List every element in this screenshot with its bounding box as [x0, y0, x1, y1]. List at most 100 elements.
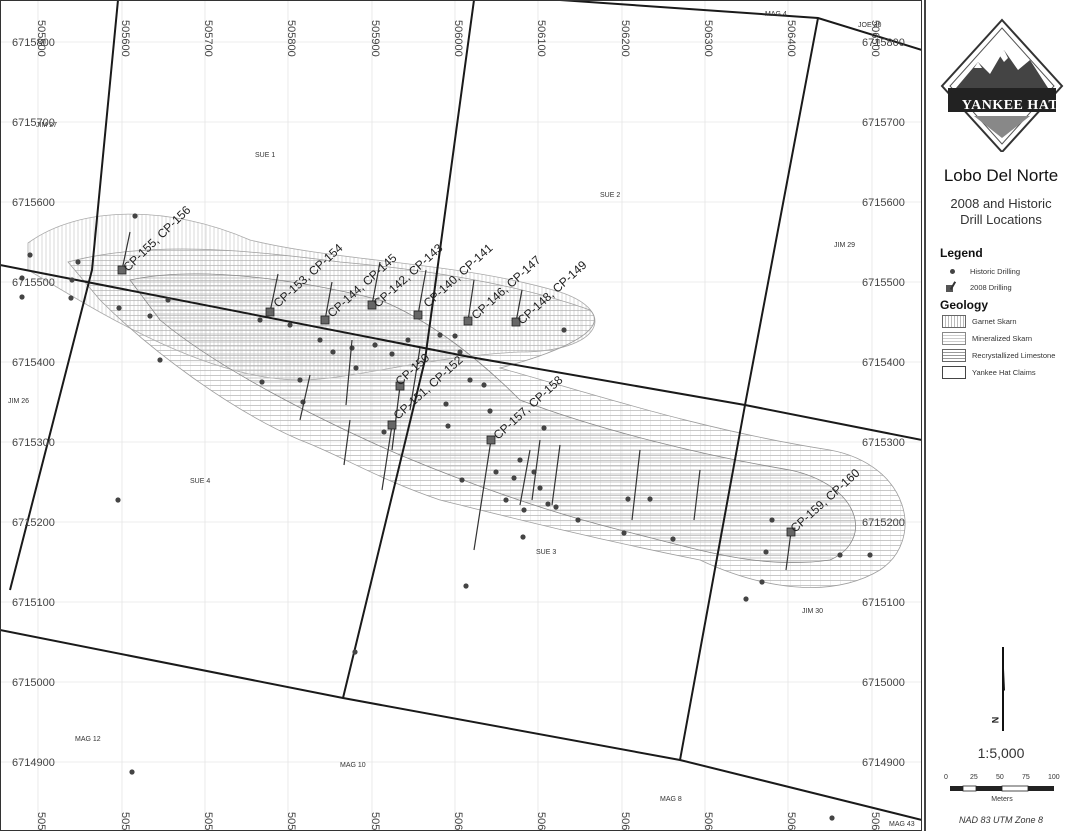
historic-drill-hole	[743, 596, 749, 602]
drill-trace	[299, 374, 311, 421]
historic-drill-hole	[867, 552, 873, 558]
claim-label-6: JIM 29	[834, 242, 855, 249]
claims-swatch-icon	[942, 365, 966, 379]
scale-ratio: 1:5,000	[977, 745, 1025, 761]
legend-claims-label: Yankee Hat Claims	[972, 367, 1036, 377]
historic-drill-hole	[621, 530, 627, 536]
legend-historic-drilling: Historic Drilling	[942, 264, 1020, 278]
claim-labels: SUE 1 SUE 2 SUE 3 SUE 4 JIM 26 JIM 27 JIM 29 JI…	[8, 11, 915, 828]
northing-label-left-1: 6715700	[12, 117, 55, 129]
northing-label-left-9: 6714900	[12, 757, 55, 769]
historic-drill-hole	[625, 496, 631, 502]
map-canvas: 505500 505500 505600 505600 505700 505700 5058…	[0, 0, 922, 831]
historic-drill-hole	[437, 332, 443, 338]
drill-trace	[343, 419, 351, 466]
historic-drill-hole	[19, 275, 25, 281]
claim-label-1: SUE 2	[600, 192, 620, 199]
historic-drill-hole	[381, 429, 387, 435]
historic-drill-hole	[445, 423, 451, 429]
claim-boundaries	[0, 0, 922, 821]
historic-drill-hole	[257, 317, 263, 323]
historic-drill-hole	[116, 305, 122, 311]
easting-label-bottom-4: 505900	[369, 812, 381, 831]
easting-label-top-3: 505800	[285, 20, 297, 57]
scale-tick-label-1: 25	[970, 774, 978, 781]
historic-drill-hole	[493, 469, 499, 475]
northing-label-right-7: 6715100	[862, 597, 905, 609]
scale-tick-labels: 0 25 50 75 100	[944, 774, 1060, 784]
historic-drill-hole	[487, 408, 493, 414]
drill-2008-collar	[413, 310, 423, 320]
easting-label-top-1: 505600	[119, 20, 131, 57]
historic-drill-hole	[553, 504, 559, 510]
drill-2008-collar	[395, 381, 405, 391]
claim-label-0: SUE 1	[255, 152, 275, 159]
legend-recrystallized-limestone: Recrystallized Limestone	[942, 348, 1055, 362]
garnet-skarn-swatch-icon	[942, 314, 966, 328]
easting-label-top-5: 506000	[452, 20, 464, 57]
drill-trace	[693, 469, 701, 521]
claim-line-north	[0, 264, 746, 406]
historic-drill-hole	[147, 313, 153, 319]
legend-mineralized-skarn: Mineralized Skarn	[942, 331, 1032, 345]
claim-label-3: SUE 4	[190, 478, 210, 485]
drill-trace	[467, 279, 475, 322]
legend-yankee-hat-claims: Yankee Hat Claims	[942, 365, 1036, 379]
historic-drill-hole	[443, 401, 449, 407]
drill-trace	[409, 347, 421, 411]
northing-label-left-3: 6715500	[12, 277, 55, 289]
drill-2008-collar	[486, 435, 496, 445]
claim-label-12: MAG 43	[889, 821, 915, 828]
historic-drill-hole	[297, 377, 303, 383]
drill-2008-collar	[117, 265, 127, 275]
historic-drill-hole	[759, 579, 765, 585]
drill-2008-collar	[265, 307, 275, 317]
easting-label-top-2: 505700	[202, 20, 214, 57]
historic-drill-hole	[132, 213, 138, 219]
map-frame: 505500 505500 505600 505600 505700 505700 5058…	[0, 0, 922, 831]
historic-drill-hole	[317, 337, 323, 343]
historic-drill-hole	[467, 377, 473, 383]
legend-recrystallized-label: Recrystallized Limestone	[972, 350, 1056, 360]
drill-trace	[417, 269, 427, 316]
easting-label-top-6: 506100	[535, 20, 547, 57]
historic-drill-hole	[511, 475, 517, 481]
claim-label-5: JIM 27	[36, 122, 57, 129]
legend-garnet-label: Garnet Skarn	[972, 316, 1017, 326]
drill-trace	[345, 339, 353, 406]
historic-drill-hole	[19, 294, 25, 300]
historic-drill-hole	[157, 357, 163, 363]
historic-drill-hole	[165, 297, 171, 303]
scale-bar-graphic	[950, 785, 1054, 792]
historic-drill-hole	[647, 496, 653, 502]
historic-drill-hole	[259, 379, 265, 385]
historic-drill-hole	[521, 507, 527, 513]
claim-label-8: MAG 4	[765, 11, 787, 18]
drill-trace	[785, 531, 792, 571]
northing-label-left-0: 6715800	[12, 37, 55, 49]
historic-drill-hole	[405, 337, 411, 343]
historic-drill-hole	[763, 549, 769, 555]
historic-drill-hole	[452, 333, 458, 339]
company-name: YANKEE HAT	[961, 98, 1059, 113]
drill-2008-collar	[387, 420, 397, 430]
historic-drill-hole	[541, 425, 547, 431]
northing-label-right-3: 6715500	[862, 277, 905, 289]
drill-trace	[391, 385, 401, 451]
scale-bar: 0 25 50 75 100 Meters	[944, 774, 1060, 814]
drill-trace	[473, 439, 492, 551]
easting-label-bottom-7: 506200	[619, 812, 631, 831]
drill-trace	[324, 281, 333, 321]
historic-drill-hole	[68, 295, 74, 301]
claim-label-7: JIM 30	[802, 608, 823, 615]
historic-drill-hole	[457, 349, 463, 355]
historic-drill-hole	[353, 365, 359, 371]
claim-line-south	[0, 629, 922, 821]
scale-tick-label-3: 75	[1022, 774, 1030, 781]
historic-drill-hole	[837, 552, 843, 558]
easting-label-bottom-6: 506100	[535, 812, 547, 831]
claim-label-10: MAG 10	[340, 762, 366, 769]
drill-trace	[121, 231, 131, 271]
easting-label-bottom-1: 505600	[119, 812, 131, 831]
legend-mineralized-label: Mineralized Skarn	[972, 333, 1033, 343]
